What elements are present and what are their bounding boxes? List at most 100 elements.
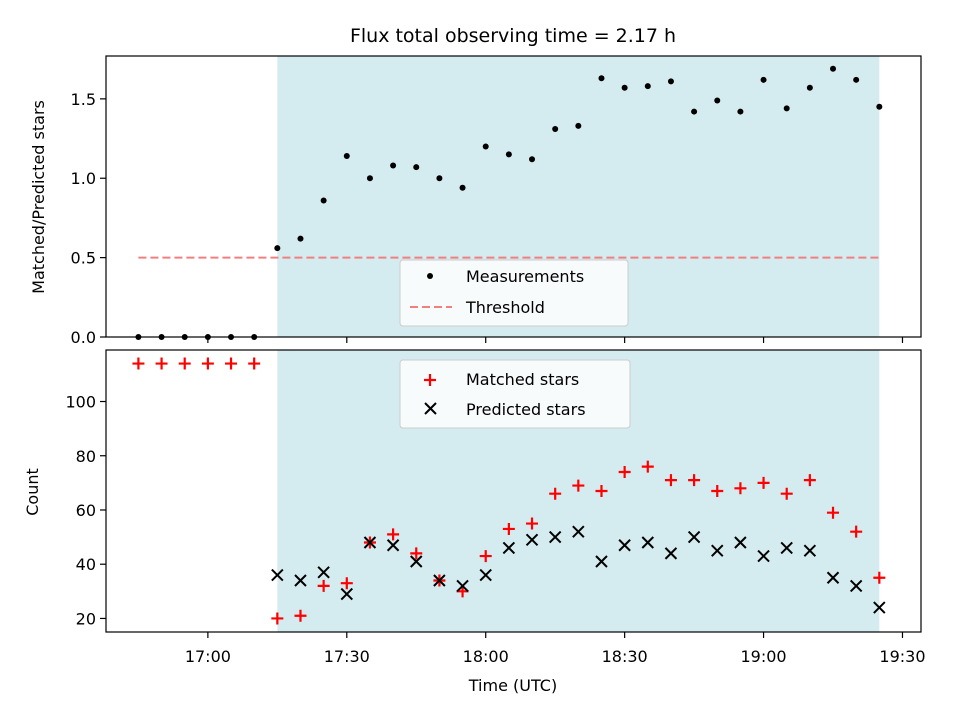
measurement-point — [714, 97, 721, 104]
measurement-points — [135, 65, 883, 340]
matched-star-point — [271, 612, 284, 625]
bottom-axes-frame — [105, 349, 922, 633]
matched-star-point — [595, 485, 608, 497]
chart-title: Flux total observing time = 2.17 h — [350, 25, 676, 47]
matched-star-point — [317, 579, 330, 592]
measurement-point — [853, 76, 860, 83]
matched-star-point — [410, 547, 423, 560]
x-tick-label: 18:30 — [602, 647, 648, 666]
x-tick-label: 19:30 — [879, 647, 925, 666]
predicted-star-point — [294, 574, 307, 587]
predicted-star-point — [849, 579, 863, 593]
matched-star-point — [850, 525, 863, 538]
y-tick-label: 100 — [65, 393, 96, 412]
matched-star-point — [155, 357, 168, 370]
matched-star-point — [225, 357, 238, 370]
matched-star-point — [526, 517, 539, 530]
predicted-star-point — [618, 539, 631, 552]
measurement-point — [320, 197, 327, 204]
measurement-point — [575, 122, 582, 129]
legend-predicted-marker — [424, 402, 437, 415]
measurement-point — [390, 162, 397, 169]
matched-star-point — [734, 482, 747, 495]
top-panel: 0.0 0.5 1.0 1.5 Matched/Predicted stars Mea… — [29, 55, 922, 347]
predicted-star-point — [363, 536, 377, 549]
matched-star-point — [132, 357, 145, 370]
predicted-star-point — [317, 566, 330, 579]
legend-measurements-label: Measurements — [466, 267, 584, 286]
measurement-point — [806, 84, 813, 91]
matched-star-point — [248, 357, 261, 370]
matched-star-point — [780, 487, 793, 500]
measurement-point — [459, 184, 466, 191]
y-tick-label: 60 — [76, 501, 96, 520]
measurement-point — [343, 153, 350, 160]
y-tick-label: 40 — [76, 555, 96, 574]
matched-star-point — [827, 506, 840, 519]
top-legend-box — [399, 259, 629, 327]
predicted-star-point — [687, 530, 701, 544]
y-tick-label: 20 — [76, 609, 96, 628]
matched-star-point — [618, 466, 631, 479]
predicted-star-point — [502, 541, 516, 555]
y-tick-label: 1.0 — [71, 169, 96, 188]
predicted-star-point — [572, 525, 585, 538]
measurement-point — [366, 175, 373, 182]
measurement-point — [737, 108, 744, 115]
predicted-stars-points — [271, 525, 886, 614]
matched-star-point — [294, 609, 307, 622]
measurement-point — [505, 151, 512, 158]
predicted-star-point — [456, 579, 469, 593]
measurement-point — [876, 103, 883, 110]
matched-star-point — [803, 474, 816, 487]
predicted-star-point — [664, 547, 678, 560]
x-axis-label: Time (UTC) — [468, 676, 557, 695]
top-axes-frame — [105, 55, 922, 338]
predicted-star-point — [641, 536, 654, 549]
measurement-point — [621, 84, 628, 91]
predicted-star-point — [803, 544, 817, 557]
measurement-point — [667, 78, 674, 85]
top-y-axis-label: Matched/Predicted stars — [29, 100, 48, 294]
predicted-star-point — [873, 601, 886, 614]
matched-star-point — [688, 474, 701, 487]
matched-star-point — [456, 585, 469, 598]
predicted-star-point — [548, 530, 562, 544]
measurement-point — [598, 75, 605, 82]
legend-matched-label: Matched stars — [466, 370, 579, 389]
x-tick-label: 17:30 — [324, 647, 370, 666]
predicted-star-point — [271, 568, 284, 582]
x-tick-label: 17:00 — [185, 647, 231, 666]
matched-star-point — [549, 487, 562, 500]
bottom-x-ticks: 17:00 17:30 18:00 18:30 19:00 19:30 — [185, 632, 926, 666]
measurement-point — [413, 164, 420, 171]
x-tick-label: 18:00 — [463, 647, 509, 666]
predicted-star-point — [433, 574, 446, 587]
x-tick-label: 19:00 — [741, 647, 787, 666]
predicted-star-point — [780, 541, 793, 555]
top-x-ticks — [207, 337, 904, 343]
matched-star-point — [711, 485, 724, 497]
measurement-point — [783, 105, 790, 112]
matched-star-point — [178, 357, 191, 370]
matched-star-point — [572, 479, 585, 492]
matched-star-point — [757, 476, 770, 489]
legend-threshold-label: Threshold — [465, 298, 545, 317]
matched-stars-points — [132, 357, 886, 625]
bottom-legend: Matched stars Predicted stars — [399, 359, 631, 429]
predicted-star-point — [386, 539, 400, 552]
matched-star-point — [641, 460, 654, 473]
measurement-point — [297, 235, 304, 242]
matched-star-point — [201, 357, 214, 370]
bottom-legend-box — [399, 359, 631, 429]
y-tick-label: 1.5 — [71, 90, 96, 109]
measurement-point — [552, 126, 559, 133]
y-tick-label: 0.0 — [71, 328, 96, 347]
matched-star-point — [502, 522, 515, 535]
predicted-star-point — [711, 544, 724, 557]
predicted-star-point — [479, 568, 492, 582]
matched-star-point — [873, 571, 886, 584]
bottom-panel: 20 40 60 80 100 17:00 17:30 18:00 18:30 19:00 19:… — [23, 349, 926, 695]
measurement-point — [529, 156, 536, 163]
